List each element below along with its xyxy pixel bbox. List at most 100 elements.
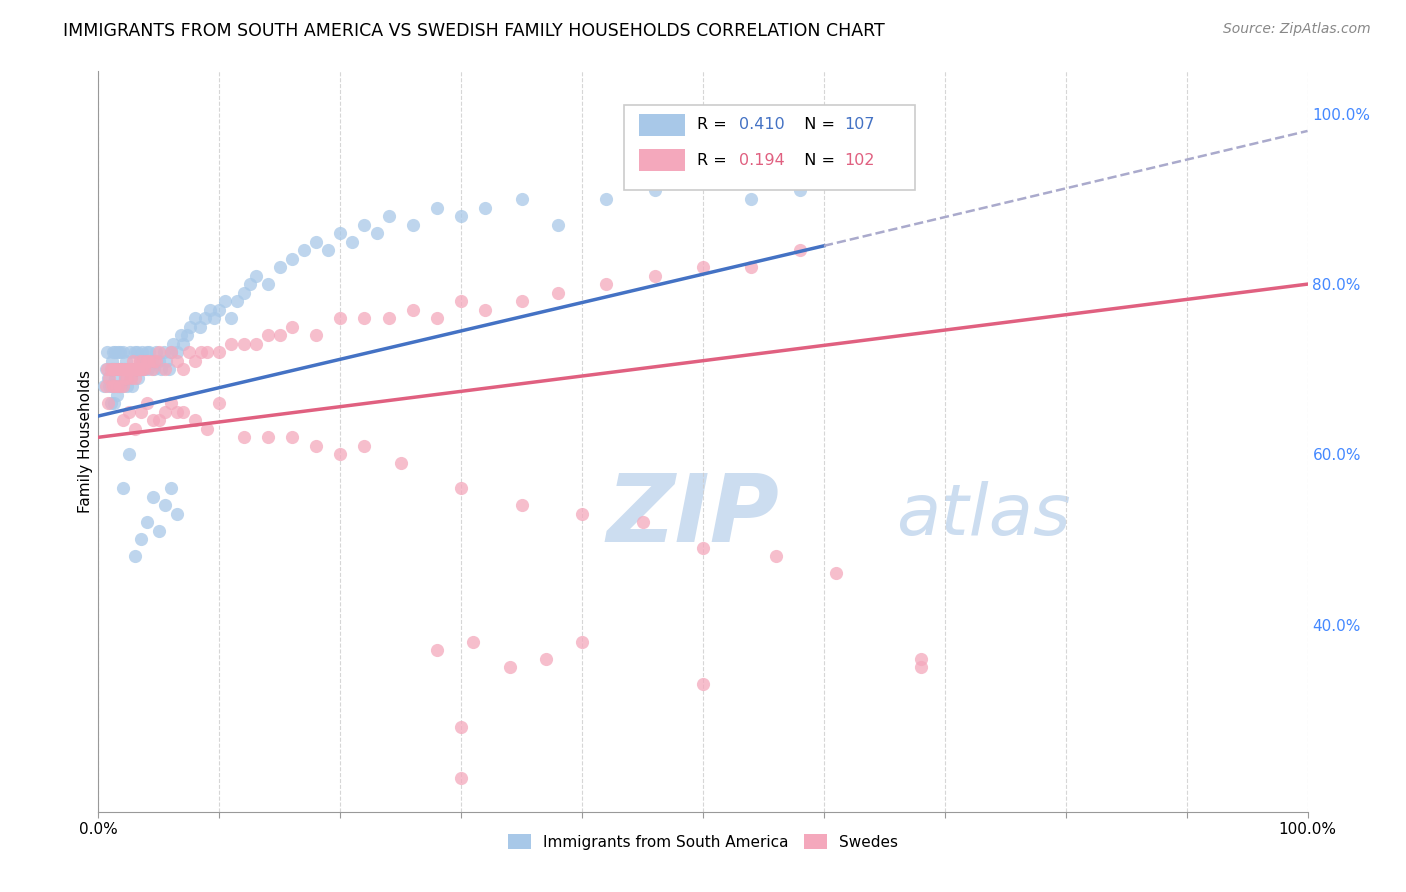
Point (142, 413, 165, 427)
Point (107, 379, 129, 393)
Point (122, 353, 145, 368)
Point (138, 353, 160, 368)
Point (510, 192, 533, 206)
Point (305, 235, 328, 249)
Point (118, 362, 141, 376)
Point (450, 209, 472, 223)
Point (112, 362, 135, 376)
Point (910, 660, 932, 674)
Point (256, 328, 278, 343)
Point (96, 362, 118, 376)
Point (118, 362, 141, 376)
Point (498, 660, 520, 674)
Point (125, 362, 148, 376)
Text: atlas: atlas (897, 481, 1071, 550)
Point (127, 362, 149, 376)
Point (138, 345, 160, 359)
Point (100, 362, 122, 376)
Point (141, 353, 163, 368)
Point (118, 405, 141, 419)
Point (121, 362, 143, 376)
Point (595, 277, 617, 292)
Point (108, 362, 131, 376)
Point (188, 319, 211, 334)
Point (145, 345, 167, 359)
Point (115, 362, 138, 376)
Point (127, 345, 149, 359)
Point (281, 252, 304, 266)
Point (128, 353, 150, 368)
Point (450, 720, 472, 734)
Point (281, 319, 304, 334)
Text: ZIP: ZIP (606, 469, 779, 562)
Point (204, 311, 226, 326)
Point (101, 345, 124, 359)
Point (108, 362, 131, 376)
Point (134, 362, 156, 376)
FancyBboxPatch shape (638, 113, 685, 136)
Point (131, 345, 153, 359)
Point (166, 507, 188, 521)
Point (153, 405, 176, 419)
Point (101, 362, 124, 376)
Point (125, 362, 148, 376)
Point (114, 370, 136, 384)
Point (104, 362, 127, 376)
Point (124, 549, 146, 564)
Point (129, 533, 152, 547)
Point (172, 336, 194, 351)
Point (136, 362, 159, 376)
Point (103, 396, 125, 410)
Point (571, 634, 593, 648)
Point (426, 643, 449, 657)
Point (740, 260, 762, 274)
Point (160, 396, 183, 410)
Point (198, 302, 221, 317)
Point (142, 490, 165, 504)
FancyBboxPatch shape (638, 149, 685, 171)
Point (96, 345, 118, 359)
Point (195, 422, 218, 436)
Point (692, 175, 714, 189)
Point (111, 345, 134, 359)
Point (148, 524, 170, 538)
Point (329, 311, 352, 326)
Point (148, 353, 170, 368)
Point (132, 353, 155, 368)
Point (160, 481, 183, 495)
Point (402, 302, 425, 317)
Point (98, 379, 121, 393)
Point (292, 243, 315, 257)
Point (232, 336, 254, 351)
Text: 0.194: 0.194 (740, 153, 785, 168)
Point (214, 294, 236, 309)
Point (644, 184, 666, 198)
Point (135, 345, 157, 359)
Point (692, 677, 714, 691)
Text: N =: N = (793, 153, 839, 168)
Point (97, 396, 120, 410)
Point (176, 328, 198, 343)
Point (160, 345, 183, 359)
Point (172, 405, 194, 419)
Point (644, 268, 666, 283)
Point (128, 353, 150, 368)
Point (157, 362, 180, 376)
Point (118, 447, 141, 461)
Point (595, 192, 617, 206)
Text: N =: N = (793, 117, 839, 132)
Point (110, 362, 132, 376)
Point (221, 311, 243, 326)
Point (111, 481, 134, 495)
Point (849, 158, 872, 172)
Point (129, 405, 152, 419)
Point (366, 226, 388, 240)
Point (184, 311, 207, 326)
Point (179, 345, 201, 359)
Point (740, 192, 762, 206)
Point (184, 413, 207, 427)
Point (245, 268, 267, 283)
Point (353, 439, 375, 453)
Point (194, 311, 217, 326)
Point (547, 218, 569, 232)
